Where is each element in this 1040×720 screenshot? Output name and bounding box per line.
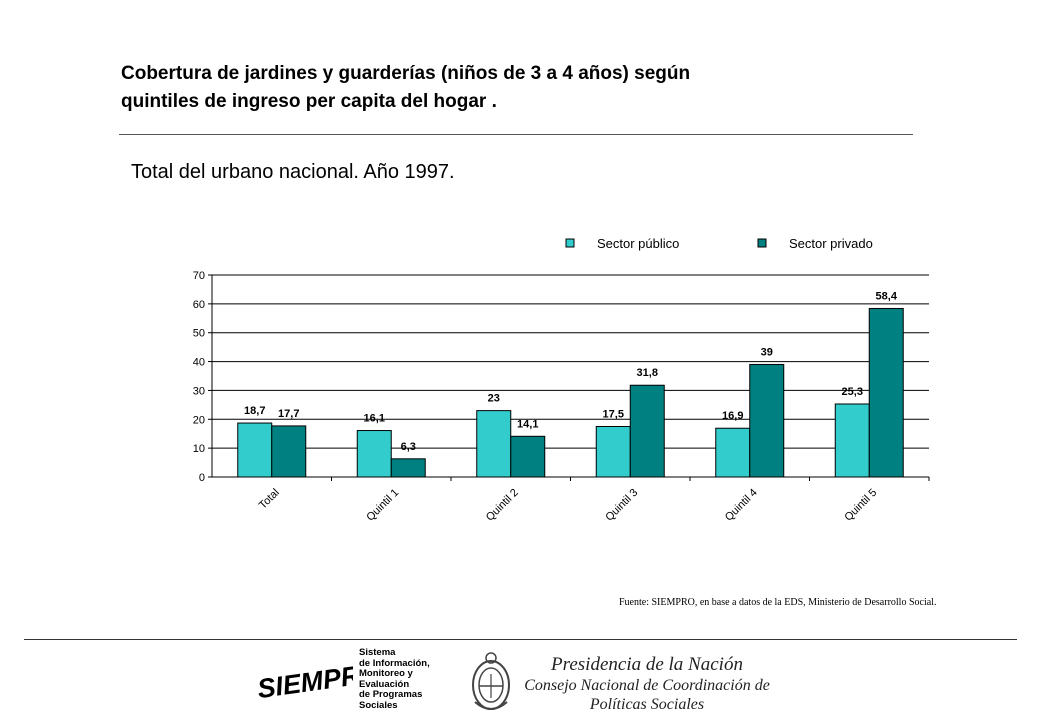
siempro-line: Monitoreo y (359, 668, 413, 679)
presidencia-line-2: Consejo Nacional de Coordinación de (524, 677, 770, 694)
y-tick-label: 60 (193, 299, 205, 311)
data-label: 58,4 (876, 290, 898, 302)
title-divider (119, 134, 913, 135)
bar-sector-privado (868, 307, 904, 478)
x-tick-label: Quintil 1 (364, 487, 401, 524)
x-tick-label: Total (257, 487, 282, 512)
data-label: 31,8 (637, 367, 658, 379)
siempro-line: de Información, (359, 657, 430, 669)
y-tick-label: 30 (193, 385, 205, 397)
bar-chart: 0 10 20 30 40 50 60 70 18,7 17,7 Total 16,1 6,3 Quint… (193, 236, 930, 524)
legend-swatch (757, 238, 767, 248)
bar-sector-privado (390, 458, 426, 478)
x-tick-label: Quintil 2 (484, 487, 521, 524)
bar-sector-publico (356, 430, 392, 478)
y-tick-label: 20 (193, 414, 205, 426)
chart-title: Cobertura de jardines y guarderías (niño… (121, 60, 921, 116)
siempro-line: Evaluación (359, 678, 410, 690)
data-label: 39 (761, 346, 773, 358)
y-tick-label: 0 (199, 472, 205, 484)
siempro-logo-text: SIEMPRO (255, 657, 353, 704)
bar-sector-publico (476, 410, 512, 478)
data-label: 23 (488, 393, 500, 405)
data-label: 17,7 (278, 408, 299, 420)
data-label: 14,1 (517, 418, 538, 430)
data-label: 6,3 (401, 441, 416, 453)
bar-sector-publico (237, 422, 273, 478)
siempro-line: Sociales (359, 699, 398, 711)
footer-divider (24, 639, 1017, 640)
x-tick-label: Quintil 5 (842, 487, 879, 524)
legend-swatch (565, 238, 575, 248)
data-label: 25,3 (842, 386, 863, 398)
y-tick-label: 50 (193, 328, 205, 340)
presidencia-line-1: Presidencia de la Nación (551, 654, 743, 675)
bar-sector-privado (510, 435, 546, 478)
siempro-description: Sistema de Información, Monitoreo y Eval… (359, 647, 430, 711)
data-label: 18,7 (244, 405, 265, 417)
y-tick-label: 40 (193, 357, 205, 369)
y-tick-label: 10 (193, 443, 205, 455)
bar-sector-privado (271, 425, 307, 478)
bar-sector-publico (595, 426, 631, 478)
national-seal-icon (472, 652, 510, 710)
presidencia-line-3: Políticas Sociales (589, 696, 705, 713)
presidencia-text: Presidencia de la Nación Consejo Naciona… (522, 654, 772, 714)
bar-sector-privado (749, 363, 785, 478)
legend-label: Sector privado (789, 236, 873, 251)
data-label: 16,1 (364, 413, 385, 425)
data-label: 17,5 (603, 409, 624, 421)
bar-sector-publico (715, 427, 751, 478)
x-tick-label: Quintil 3 (603, 487, 640, 524)
y-tick-label: 70 (193, 270, 205, 282)
title-line-1: Cobertura de jardines y guarderías (niño… (121, 63, 691, 84)
title-line-2: quintiles de ingreso per capita del hoga… (121, 91, 497, 112)
legend-label: Sector público (597, 236, 679, 251)
bar-sector-publico (834, 403, 870, 478)
data-label: 16,9 (722, 410, 743, 422)
siempro-line: de Programas (359, 689, 423, 700)
bar-sector-privado (629, 384, 665, 478)
siempro-line: Sistema (359, 647, 396, 658)
siempro-logo: SIEMPRO (255, 657, 353, 704)
x-tick-label: Quintil 4 (723, 487, 760, 524)
source-note: Fuente: SIEMPRO, en base a datos de la E… (619, 597, 937, 608)
chart-subtitle: Total del urbano nacional. Año 1997. (131, 161, 455, 183)
